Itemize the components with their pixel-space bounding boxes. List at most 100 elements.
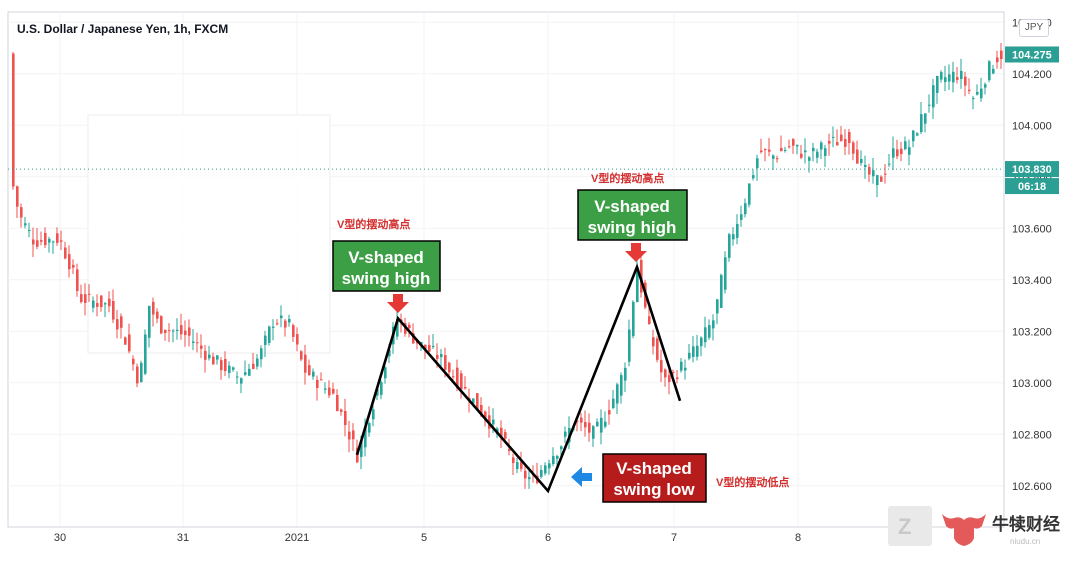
candle-body: [884, 173, 887, 175]
candle-body: [260, 348, 263, 360]
candle-body: [24, 223, 27, 226]
candle-body: [740, 214, 743, 220]
candle-body: [500, 427, 503, 439]
candle-body: [892, 148, 895, 158]
currency-badge[interactable]: JPY: [1019, 19, 1049, 37]
candle-body: [244, 372, 247, 375]
candle-body: [60, 240, 63, 242]
candle-body: [972, 98, 975, 100]
price-tick-label: 102.800: [1012, 429, 1052, 441]
price-tick-label: 104.000: [1012, 120, 1052, 132]
candle-body: [604, 421, 607, 427]
candle-body: [808, 157, 811, 161]
candle-body: [588, 422, 591, 433]
reference-price-badge: [1005, 161, 1059, 178]
price-tick-label: 103.600: [1012, 223, 1052, 235]
candle-body: [364, 427, 367, 448]
candle-body: [436, 354, 439, 359]
candle-body: [852, 142, 855, 154]
candle-body: [192, 341, 195, 344]
candle-body: [136, 366, 139, 384]
candle-body: [448, 362, 451, 373]
candle-body: [696, 345, 699, 357]
candle-body: [956, 77, 959, 80]
candle-body: [48, 238, 51, 243]
candle-body: [680, 361, 683, 371]
candle-body: [408, 324, 411, 329]
candle-body: [872, 170, 875, 177]
candle-body: [176, 329, 179, 331]
candle-body: [128, 334, 131, 352]
candle-body: [576, 420, 579, 422]
candle-body: [820, 142, 823, 150]
candle-body: [312, 371, 315, 377]
candle-body: [744, 203, 747, 215]
candle-body: [900, 148, 903, 155]
candle-body: [68, 254, 71, 270]
candle-body: [584, 422, 587, 428]
candle-body: [720, 275, 723, 308]
candle-body: [424, 344, 427, 349]
annotation-cn-high-2: V型的摆动高点: [591, 171, 664, 185]
candle-body: [916, 133, 919, 136]
candle-body: [716, 299, 719, 314]
candle-body: [480, 404, 483, 416]
candle-body: [300, 351, 303, 360]
callout-high-2: [577, 189, 688, 241]
candle-body: [316, 379, 319, 389]
candle-body: [648, 316, 651, 325]
down-arrow-icon: [387, 294, 409, 313]
candle-body: [428, 344, 431, 352]
candle-body: [212, 356, 215, 365]
candle-body: [304, 354, 307, 373]
candle-body: [504, 432, 507, 439]
candle-body: [376, 388, 379, 396]
last-price-badge: [1005, 46, 1059, 63]
candle-body: [280, 315, 283, 319]
candle-body: [544, 465, 547, 474]
overlay-box: [87, 114, 331, 354]
candle-body: [164, 329, 167, 334]
time-tick-label: 2021: [285, 532, 309, 544]
candle-body: [912, 130, 915, 142]
candle-body: [712, 320, 715, 329]
candle-body: [952, 71, 955, 83]
candle-body: [932, 85, 935, 108]
candle-body: [988, 61, 991, 81]
time-tick-label: 6: [545, 532, 551, 544]
candle-body: [292, 325, 295, 337]
candle-body: [796, 144, 799, 147]
candle-body: [204, 350, 207, 360]
candle-body: [96, 303, 99, 307]
candle-body: [336, 395, 339, 412]
time-tick-label: 30: [54, 532, 66, 544]
candle-body: [248, 368, 251, 376]
callout-high-2-line2: swing high: [588, 218, 677, 237]
annotation-cn-low: V型的摆动低点: [716, 475, 789, 489]
candle-body: [868, 167, 871, 175]
candle-body: [372, 409, 375, 420]
candle-body: [976, 91, 979, 95]
candle-body: [460, 373, 463, 390]
candle-body: [564, 431, 567, 437]
candle-body: [816, 151, 819, 158]
watermark-logo: Z 牛犊财经 niudu.cn: [888, 500, 1068, 552]
candle-body: [196, 342, 199, 344]
candle-body: [412, 333, 415, 344]
price-tick-label: 103.000: [1012, 378, 1052, 390]
time-tick-label: 5: [421, 532, 427, 544]
candle-body: [652, 337, 655, 347]
candle-body: [848, 132, 851, 143]
candle-body: [396, 318, 399, 337]
candle-body: [656, 338, 659, 360]
watermark-brand: 牛犊财经: [992, 514, 1060, 534]
candle-body: [812, 147, 815, 152]
time-tick-label: 31: [177, 532, 189, 544]
candle-body: [992, 68, 995, 74]
candle-body: [636, 268, 639, 303]
candle-body: [664, 369, 667, 378]
candle-body: [168, 330, 171, 332]
candle-body: [928, 104, 931, 106]
candle-body: [944, 77, 947, 83]
candle-body: [236, 376, 239, 378]
